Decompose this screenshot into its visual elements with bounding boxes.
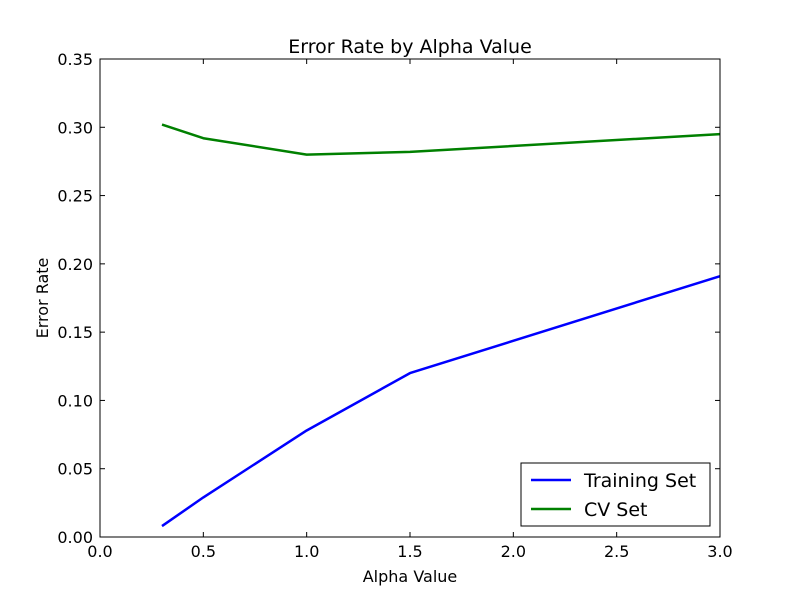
y-tick-label: 0.30	[57, 118, 93, 137]
y-tick-label: 0.05	[57, 460, 93, 479]
y-tick-label: 0.00	[57, 528, 93, 547]
x-tick-label: 0.0	[87, 542, 112, 561]
series-line-0	[161, 274, 721, 528]
legend-label: CV Set	[584, 499, 648, 521]
series-line-1	[161, 123, 721, 156]
axis-ticks: 0.0 0.5 1.0 1.5 2.0 2.5 3.0 0.00 0.05 0.10 0.15 0.2…	[57, 50, 732, 561]
y-tick-label: 0.25	[57, 187, 93, 206]
x-tick-label: 1.0	[294, 542, 319, 561]
plot-frame	[99, 58, 721, 538]
x-tick-label: 2.0	[501, 542, 526, 561]
x-axis-label: Alpha Value	[363, 567, 458, 586]
x-tick-label: 3.0	[707, 542, 732, 561]
data-series	[161, 123, 721, 528]
y-tick-label: 0.10	[57, 391, 93, 410]
y-tick-label: 0.35	[57, 50, 93, 69]
y-tick-label: 0.20	[57, 255, 93, 274]
legend-box	[520, 462, 711, 527]
x-tick-label: 0.5	[191, 542, 216, 561]
y-axis-label: Error Rate	[33, 258, 52, 339]
legend: Training Set CV Set	[520, 462, 711, 527]
y-tick-label: 0.15	[57, 323, 93, 342]
x-tick-label: 2.5	[604, 542, 629, 561]
x-tick-label: 1.5	[397, 542, 422, 561]
chart-title: Error Rate by Alpha Value	[288, 36, 532, 58]
legend-label: Training Set	[583, 470, 696, 492]
